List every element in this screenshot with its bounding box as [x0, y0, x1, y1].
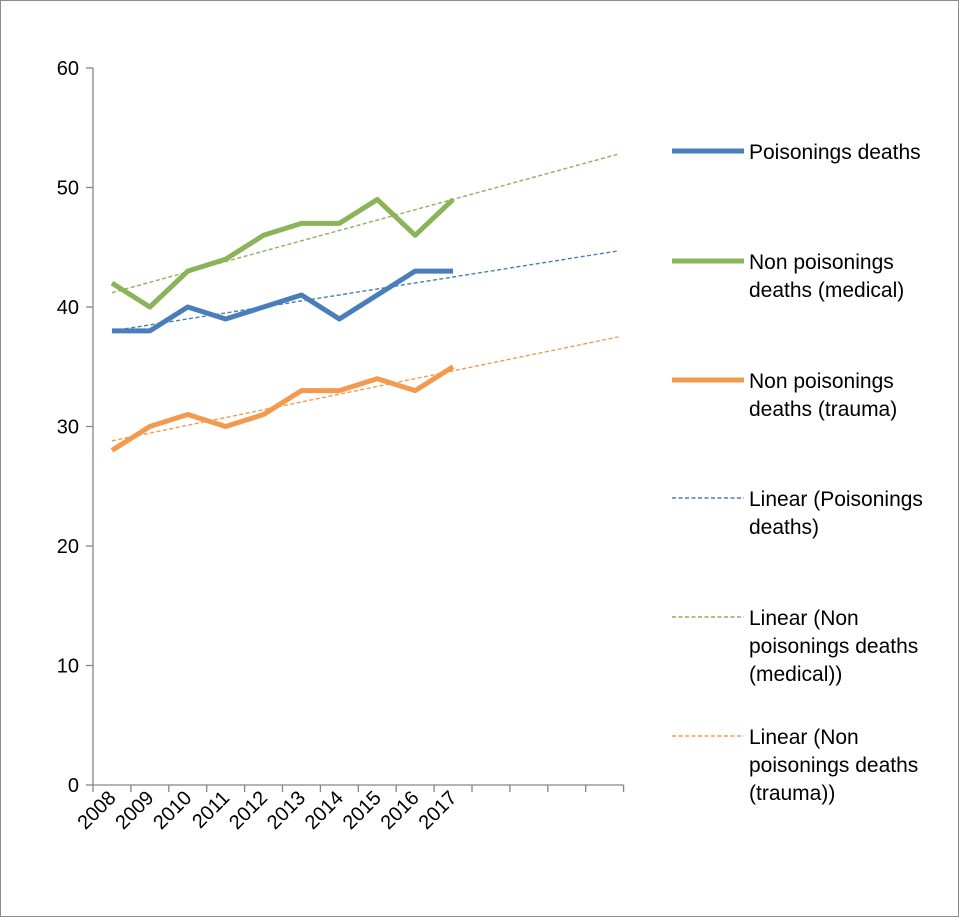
x-tick-label: 2013 — [263, 787, 310, 834]
legend-item-2: Non poisonings deaths (trauma) — [672, 370, 897, 421]
y-tick-label: 50 — [57, 178, 79, 200]
x-tick-label: 2008 — [73, 787, 120, 834]
legend-label: Linear (Poisonings — [749, 488, 923, 511]
y-tick-label: 30 — [57, 417, 79, 439]
y-tick-label: 0 — [68, 775, 79, 797]
legend-label: deaths) — [749, 516, 819, 539]
legend-label: deaths (medical) — [749, 279, 904, 302]
trendlines — [111, 153, 619, 442]
x-tick-label: 2015 — [339, 787, 386, 834]
legend-label: poisonings deaths — [749, 635, 918, 658]
legend-item-4: Linear (Non poisonings deaths (medical)) — [672, 607, 918, 686]
x-tick-label: 2009 — [111, 787, 158, 834]
x-tick-label: 2010 — [149, 787, 196, 834]
legend-item-0: Poisonings deaths — [672, 141, 921, 164]
x-tick-label: 2017 — [415, 787, 462, 834]
legend-item-1: Non poisonings deaths (medical) — [672, 251, 904, 302]
legend-label: poisonings deaths — [749, 754, 918, 777]
x-tick-label: 2011 — [188, 787, 234, 833]
legend-item-5: Linear (Non poisonings deaths (trauma)) — [672, 726, 918, 805]
y-tick-label: 20 — [57, 536, 79, 558]
trendline-2 — [111, 336, 619, 442]
series-line-0 — [111, 268, 454, 334]
legend-label: Non poisonings — [749, 370, 894, 393]
series-line-1 — [110, 196, 455, 310]
series-line-2 — [110, 364, 455, 453]
legend-label: (medical)) — [749, 663, 842, 686]
series-lines — [110, 196, 455, 453]
legend-label: Linear (Non — [749, 726, 859, 749]
legend-label: Poisonings deaths — [749, 141, 921, 164]
y-tick-label: 10 — [57, 656, 79, 678]
axes: 0102030405060200820092010201120122013201… — [57, 58, 625, 834]
y-tick-label: 40 — [57, 297, 79, 319]
y-tick-label: 60 — [57, 58, 79, 80]
legend: Poisonings deaths Non poisonings deaths (m… — [672, 141, 923, 805]
legend-label: (trauma)) — [749, 782, 835, 805]
legend-item-3: Linear (Poisonings deaths) — [672, 488, 923, 539]
legend-label: Linear (Non — [749, 607, 859, 630]
trendline-0 — [111, 250, 619, 332]
legend-label: deaths (trauma) — [749, 398, 897, 421]
legend-label: Non poisonings — [749, 251, 894, 274]
x-tick-label: 2016 — [377, 787, 424, 834]
x-tick-label: 2012 — [225, 787, 272, 834]
x-tick-label: 2014 — [301, 787, 348, 834]
